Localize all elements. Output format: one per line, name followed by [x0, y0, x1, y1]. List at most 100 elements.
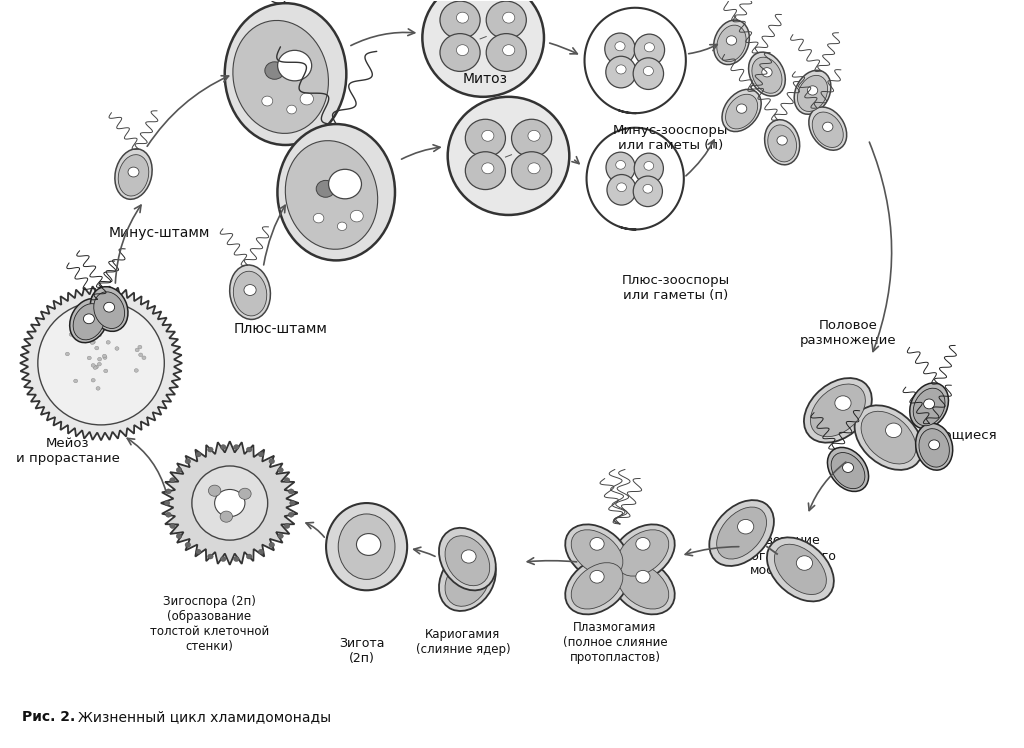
Circle shape: [457, 45, 469, 55]
Circle shape: [290, 500, 295, 506]
Circle shape: [316, 180, 335, 197]
Ellipse shape: [338, 514, 395, 580]
Circle shape: [115, 346, 119, 350]
Circle shape: [93, 366, 97, 370]
Circle shape: [164, 500, 170, 506]
Ellipse shape: [486, 34, 526, 71]
Circle shape: [209, 485, 221, 496]
Circle shape: [138, 353, 142, 357]
Ellipse shape: [714, 20, 750, 64]
Circle shape: [91, 364, 95, 367]
Text: Половое
размножение: Половое размножение: [800, 319, 896, 347]
Circle shape: [97, 362, 101, 366]
Ellipse shape: [611, 524, 675, 581]
Circle shape: [96, 387, 100, 390]
Ellipse shape: [465, 152, 506, 189]
Circle shape: [643, 67, 653, 76]
Ellipse shape: [229, 265, 270, 319]
Ellipse shape: [909, 383, 948, 429]
Circle shape: [616, 183, 627, 191]
Ellipse shape: [605, 33, 635, 64]
Ellipse shape: [512, 152, 552, 189]
Circle shape: [97, 333, 101, 337]
Circle shape: [462, 550, 476, 563]
Ellipse shape: [439, 528, 496, 590]
Circle shape: [462, 571, 476, 583]
Ellipse shape: [326, 503, 408, 590]
Ellipse shape: [767, 537, 834, 601]
Circle shape: [258, 452, 264, 457]
Ellipse shape: [445, 557, 489, 607]
Circle shape: [128, 167, 139, 177]
Circle shape: [300, 93, 313, 105]
Ellipse shape: [73, 304, 104, 340]
Text: Образование
конъюгационного
мостика: Образование конъюгационного мостика: [717, 534, 837, 577]
Text: Зигоспора (2п)
(образование
толстой клеточной
стенки): Зигоспора (2п) (образование толстой клет…: [150, 595, 269, 653]
Ellipse shape: [70, 298, 109, 343]
Circle shape: [503, 12, 515, 23]
Ellipse shape: [749, 52, 785, 96]
Circle shape: [233, 444, 239, 450]
Text: Плазмогамия
(полное слияние
протопластов): Плазмогамия (полное слияние протопластов…: [562, 621, 668, 663]
Text: Плюс-штамм: Плюс-штамм: [233, 322, 328, 336]
Circle shape: [644, 162, 653, 171]
Ellipse shape: [812, 112, 844, 147]
Circle shape: [239, 488, 251, 500]
Text: Минус-зооспоры
или гаметы (п): Минус-зооспоры или гаметы (п): [613, 123, 728, 152]
Circle shape: [247, 554, 252, 559]
Circle shape: [176, 468, 182, 473]
Text: Плюс-зооспоры
или гаметы (п): Плюс-зооспоры или гаметы (п): [622, 274, 730, 301]
Ellipse shape: [633, 176, 663, 206]
Circle shape: [97, 358, 101, 361]
Text: Минус-штамм: Минус-штамм: [109, 226, 210, 240]
Circle shape: [90, 341, 94, 345]
Ellipse shape: [855, 405, 923, 470]
Circle shape: [247, 447, 252, 452]
Circle shape: [337, 222, 347, 230]
Circle shape: [138, 346, 142, 349]
Circle shape: [503, 45, 515, 55]
Circle shape: [615, 65, 626, 74]
Circle shape: [736, 104, 746, 113]
Ellipse shape: [115, 149, 153, 199]
Ellipse shape: [286, 141, 378, 249]
Circle shape: [103, 369, 108, 373]
Circle shape: [106, 340, 111, 344]
Ellipse shape: [607, 174, 636, 205]
Circle shape: [166, 489, 171, 494]
Circle shape: [102, 355, 106, 358]
Circle shape: [590, 538, 604, 551]
Ellipse shape: [571, 562, 623, 609]
Circle shape: [278, 50, 311, 81]
Ellipse shape: [233, 272, 267, 316]
Circle shape: [285, 524, 290, 528]
Ellipse shape: [565, 557, 629, 614]
Circle shape: [929, 440, 940, 450]
Circle shape: [528, 130, 540, 141]
Circle shape: [278, 468, 284, 473]
Circle shape: [134, 369, 138, 373]
Circle shape: [481, 163, 494, 174]
Circle shape: [244, 284, 256, 295]
Circle shape: [170, 524, 175, 528]
Circle shape: [269, 459, 274, 464]
Ellipse shape: [634, 153, 664, 184]
Circle shape: [185, 542, 190, 548]
Text: Жизненный цикл хламидомонады: Жизненный цикл хламидомонады: [78, 710, 331, 724]
Text: Мейоз
и прорастание: Мейоз и прорастание: [15, 438, 120, 465]
Ellipse shape: [633, 58, 664, 90]
Circle shape: [258, 549, 264, 554]
Circle shape: [196, 549, 201, 554]
Circle shape: [843, 462, 853, 473]
Circle shape: [220, 511, 232, 522]
Circle shape: [70, 333, 73, 337]
Ellipse shape: [765, 120, 800, 165]
Circle shape: [91, 340, 95, 344]
Ellipse shape: [606, 56, 636, 88]
Text: Кариогамия
(слияние ядер): Кариогамия (слияние ядер): [416, 628, 510, 656]
Ellipse shape: [565, 524, 629, 581]
Ellipse shape: [512, 119, 552, 157]
Circle shape: [142, 356, 146, 360]
Ellipse shape: [798, 76, 827, 111]
Ellipse shape: [726, 94, 758, 129]
